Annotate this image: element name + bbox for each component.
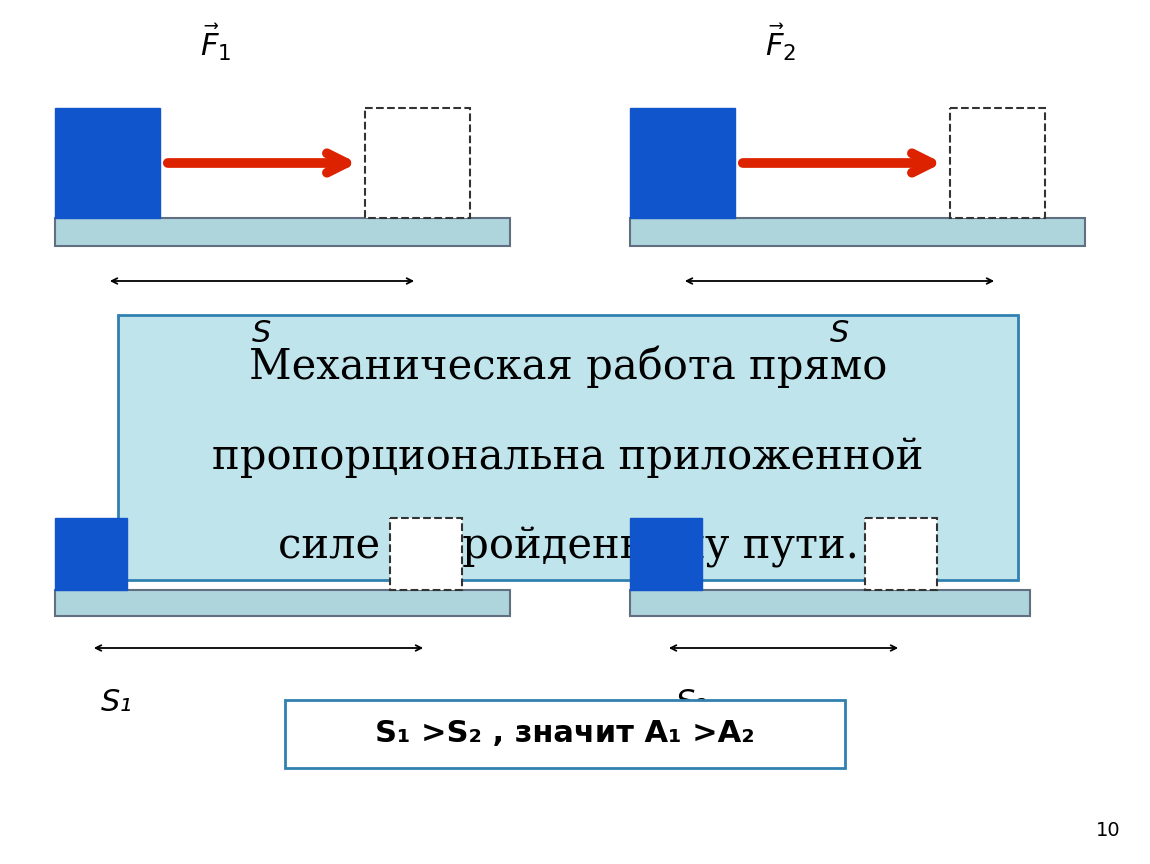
Text: силе и пройденному пути.: силе и пройденному пути. <box>277 526 858 568</box>
Text: S₂: S₂ <box>676 688 707 717</box>
Text: 10: 10 <box>1095 821 1120 840</box>
Text: $\vec{F}_1$: $\vec{F}_1$ <box>200 22 231 63</box>
Bar <box>365 108 470 218</box>
Text: $\vec{F}_2$: $\vec{F}_2$ <box>765 22 796 63</box>
Bar <box>285 700 845 768</box>
Text: S: S <box>252 319 271 348</box>
Bar <box>55 108 160 218</box>
Bar <box>630 590 1030 616</box>
Text: S: S <box>829 319 849 348</box>
Bar <box>55 218 509 246</box>
Bar <box>630 218 1084 246</box>
Bar <box>55 518 126 590</box>
Text: Механическая работа прямо: Механическая работа прямо <box>248 346 887 388</box>
Bar <box>390 518 462 590</box>
Bar <box>118 315 1018 580</box>
Text: S₁ >S₂ , значит A₁ >A₂: S₁ >S₂ , значит A₁ >A₂ <box>375 720 754 748</box>
Bar <box>630 108 735 218</box>
Bar <box>865 518 937 590</box>
Text: S₁: S₁ <box>101 688 132 717</box>
Bar <box>630 518 702 590</box>
Text: пропорциональна приложенной: пропорциональна приложенной <box>213 436 923 478</box>
Bar <box>55 590 509 616</box>
Bar <box>950 108 1045 218</box>
